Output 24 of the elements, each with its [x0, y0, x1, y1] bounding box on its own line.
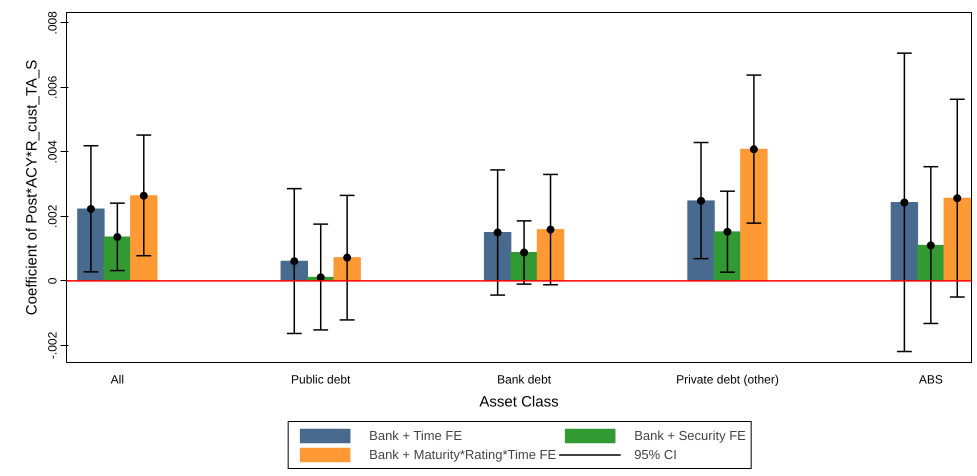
bar	[130, 195, 158, 282]
y-tick-label: .004	[46, 140, 60, 164]
x-tick-label: Bank debt	[497, 372, 552, 386]
bar	[740, 148, 768, 282]
y-tick-label: .002	[46, 204, 60, 228]
legend-label: Bank + Time FE	[369, 427, 462, 444]
legend-label: Bank + Security FE	[634, 427, 746, 444]
y-axis-title: Coefficient of Post*ACY*R_cust_TA_S	[24, 60, 40, 316]
bar	[890, 202, 918, 282]
bar	[944, 198, 971, 282]
y-tick-label: 0	[46, 277, 60, 284]
x-tick-label: Private debt (other)	[676, 372, 779, 386]
bar	[687, 200, 715, 282]
x-axis-title: Asset Class	[479, 394, 559, 410]
y-tick-label: -.002	[46, 331, 60, 360]
bar	[77, 208, 105, 282]
y-tick-label: .006	[46, 75, 60, 100]
y-tick-label: .008	[46, 10, 60, 34]
legend-label: Bank + Maturity*Rating*Time FE	[369, 446, 556, 463]
bar	[104, 236, 132, 282]
x-tick-label: Public debt	[291, 372, 352, 386]
x-tick-label: ABS	[918, 372, 943, 386]
x-tick-label: All	[110, 372, 124, 386]
text: 95% CI	[634, 446, 677, 463]
